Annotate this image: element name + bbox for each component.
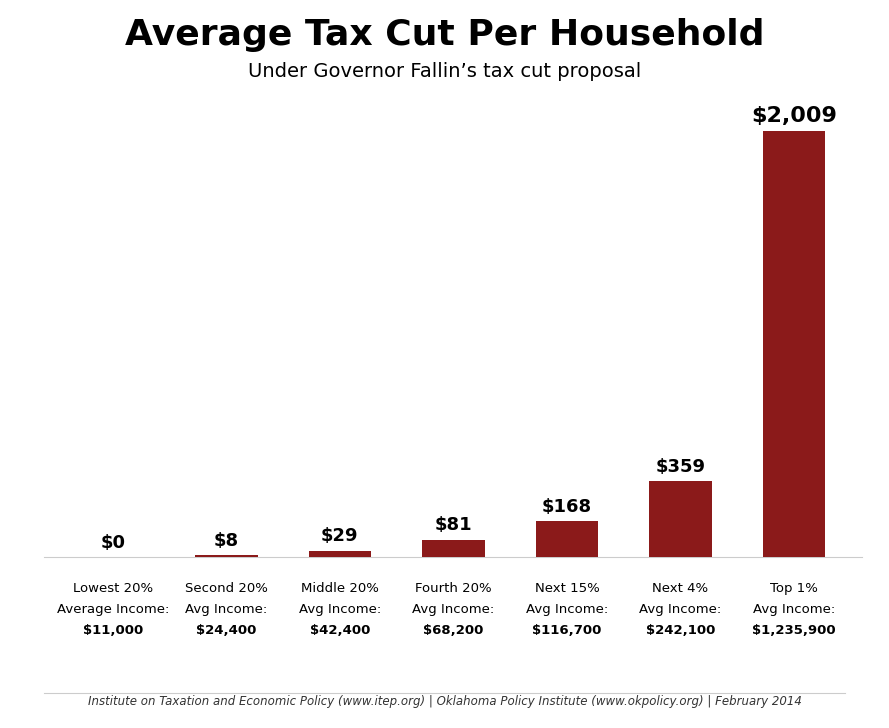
Text: $1,235,900: $1,235,900 bbox=[752, 624, 836, 636]
Text: Middle 20%: Middle 20% bbox=[301, 582, 379, 595]
Text: Fourth 20%: Fourth 20% bbox=[415, 582, 492, 595]
Text: $81: $81 bbox=[435, 516, 472, 534]
Text: $359: $359 bbox=[655, 458, 705, 475]
Text: Average Income:: Average Income: bbox=[57, 603, 169, 616]
Text: Avg Income:: Avg Income: bbox=[412, 603, 494, 616]
Text: $11,000: $11,000 bbox=[83, 624, 143, 636]
Bar bbox=[649, 481, 711, 557]
Text: Avg Income:: Avg Income: bbox=[185, 603, 268, 616]
Text: Avg Income:: Avg Income: bbox=[639, 603, 722, 616]
Text: Lowest 20%: Lowest 20% bbox=[73, 582, 153, 595]
Text: $68,200: $68,200 bbox=[423, 624, 484, 636]
Text: $242,100: $242,100 bbox=[645, 624, 715, 636]
Text: $29: $29 bbox=[321, 528, 358, 545]
Text: Avg Income:: Avg Income: bbox=[299, 603, 381, 616]
Text: Top 1%: Top 1% bbox=[770, 582, 818, 595]
Bar bbox=[536, 521, 598, 557]
Text: $8: $8 bbox=[213, 532, 239, 550]
Text: $116,700: $116,700 bbox=[533, 624, 602, 636]
Bar bbox=[422, 539, 485, 557]
Text: Next 15%: Next 15% bbox=[534, 582, 599, 595]
Text: $2,009: $2,009 bbox=[751, 106, 837, 126]
Text: $168: $168 bbox=[541, 498, 592, 516]
Text: Institute on Taxation and Economic Policy (www.itep.org) | Oklahoma Policy Insti: Institute on Taxation and Economic Polic… bbox=[87, 695, 802, 708]
Text: Average Tax Cut Per Household: Average Tax Cut Per Household bbox=[124, 18, 765, 52]
Text: $0: $0 bbox=[100, 534, 125, 552]
Bar bbox=[196, 555, 258, 557]
Text: Second 20%: Second 20% bbox=[185, 582, 268, 595]
Text: $42,400: $42,400 bbox=[309, 624, 370, 636]
Bar bbox=[308, 551, 371, 557]
Text: Under Governor Fallin’s tax cut proposal: Under Governor Fallin’s tax cut proposal bbox=[248, 62, 641, 81]
Text: Avg Income:: Avg Income: bbox=[753, 603, 835, 616]
Text: Avg Income:: Avg Income: bbox=[525, 603, 608, 616]
Bar bbox=[763, 132, 825, 557]
Text: $24,400: $24,400 bbox=[196, 624, 257, 636]
Text: Next 4%: Next 4% bbox=[653, 582, 709, 595]
